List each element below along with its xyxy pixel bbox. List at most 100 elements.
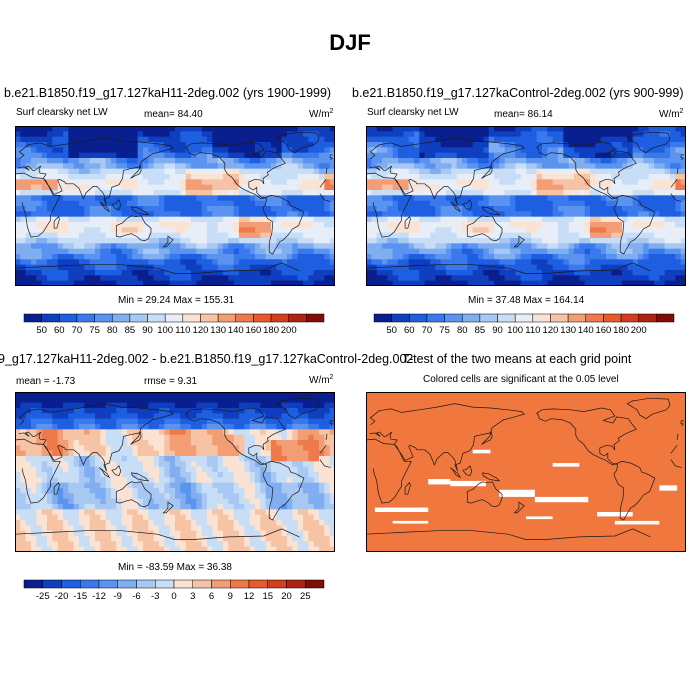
grid-cell [260, 142, 267, 148]
grid-cell [105, 493, 112, 500]
grid-cell [239, 397, 245, 404]
grid-cell [148, 222, 155, 228]
grid-cell [95, 275, 101, 282]
grid-cell [590, 152, 596, 159]
grid-cell [239, 434, 245, 441]
grid-cell [244, 238, 251, 244]
grid-cell [440, 190, 447, 196]
grid-cell [366, 254, 372, 260]
grid-cell [111, 248, 117, 255]
grid-cell [164, 472, 171, 478]
grid-cell [382, 152, 388, 159]
grid-cell [137, 216, 144, 223]
grid-cell [111, 456, 117, 462]
grid-cell [440, 152, 447, 159]
grid-cell [632, 275, 639, 282]
grid-cell [287, 408, 293, 414]
grid-cell [73, 477, 80, 484]
grid-cell [180, 216, 187, 223]
grid-cell [63, 466, 69, 473]
grid-cell [308, 184, 315, 191]
panel-2-map [366, 126, 686, 286]
grid-cell [137, 397, 144, 404]
grid-cell [440, 184, 447, 191]
grid-cell [41, 254, 48, 260]
grid-cell [20, 179, 27, 186]
grid-cell [36, 227, 43, 234]
grid-cell [105, 275, 112, 282]
grid-cell [153, 206, 160, 212]
grid-cell [143, 280, 149, 286]
grid-cell [403, 264, 410, 271]
grid-cell [105, 418, 112, 425]
grid-cell [249, 472, 256, 478]
grid-cell [89, 413, 96, 420]
grid-cell [159, 152, 165, 159]
grid-cell [366, 259, 372, 266]
grid-cell [217, 482, 224, 489]
grid-cell [73, 238, 80, 244]
grid-cell [451, 147, 458, 154]
grid-cell [526, 216, 532, 223]
grid-cell [31, 248, 37, 255]
grid-cell [659, 254, 666, 260]
grid-cell [376, 270, 383, 276]
grid-cell [52, 413, 59, 420]
grid-cell [15, 275, 21, 282]
grid-cell [68, 456, 75, 462]
grid-cell [47, 264, 53, 271]
grid-cell [41, 397, 48, 404]
grid-cell [143, 450, 149, 457]
grid-cell [265, 488, 272, 494]
grid-cell [638, 227, 644, 234]
grid-cell [52, 440, 59, 446]
grid-cell [451, 232, 458, 239]
grid-cell [191, 174, 197, 180]
grid-cell [271, 227, 277, 234]
grid-cell [531, 227, 538, 234]
grid-cell [414, 232, 420, 239]
grid-cell [419, 152, 426, 159]
grid-cell [303, 142, 309, 148]
grid-cell [329, 275, 335, 282]
grid-cell [127, 227, 133, 234]
grid-cell [531, 179, 538, 186]
grid-cell [515, 259, 522, 266]
grid-cell [313, 200, 320, 207]
grid-cell [73, 461, 80, 468]
grid-cell [249, 126, 256, 132]
grid-cell [472, 254, 479, 260]
grid-cell [424, 280, 431, 286]
grid-cell [191, 440, 197, 446]
grid-cell [632, 126, 639, 132]
grid-cell [89, 440, 96, 446]
grid-cell [25, 270, 32, 276]
grid-cell [127, 392, 133, 398]
grid-cell [467, 179, 474, 186]
grid-cell [20, 206, 27, 212]
grid-cell [308, 238, 315, 244]
grid-cell [366, 190, 372, 196]
grid-cell [515, 195, 522, 202]
grid-cell [41, 445, 48, 452]
grid-cell [132, 392, 139, 398]
grid-cell [276, 472, 283, 478]
grid-cell [47, 142, 53, 148]
grid-cell [68, 461, 75, 468]
grid-cell [271, 280, 277, 286]
grid-cell [185, 158, 192, 164]
grid-cell [111, 397, 117, 404]
grid-cell [403, 152, 410, 159]
grid-cell [68, 232, 75, 239]
grid-cell [95, 259, 101, 266]
panel-1-minmax: Min = 29.24 Max = 155.31 [118, 295, 235, 306]
grid-cell [111, 238, 117, 244]
grid-cell [414, 179, 420, 186]
grid-cell [303, 270, 309, 276]
grid-cell [47, 280, 53, 286]
grid-cell [424, 179, 431, 186]
grid-cell [547, 179, 554, 186]
grid-cell [670, 152, 676, 159]
grid-cell [127, 280, 133, 286]
grid-cell [308, 254, 315, 260]
